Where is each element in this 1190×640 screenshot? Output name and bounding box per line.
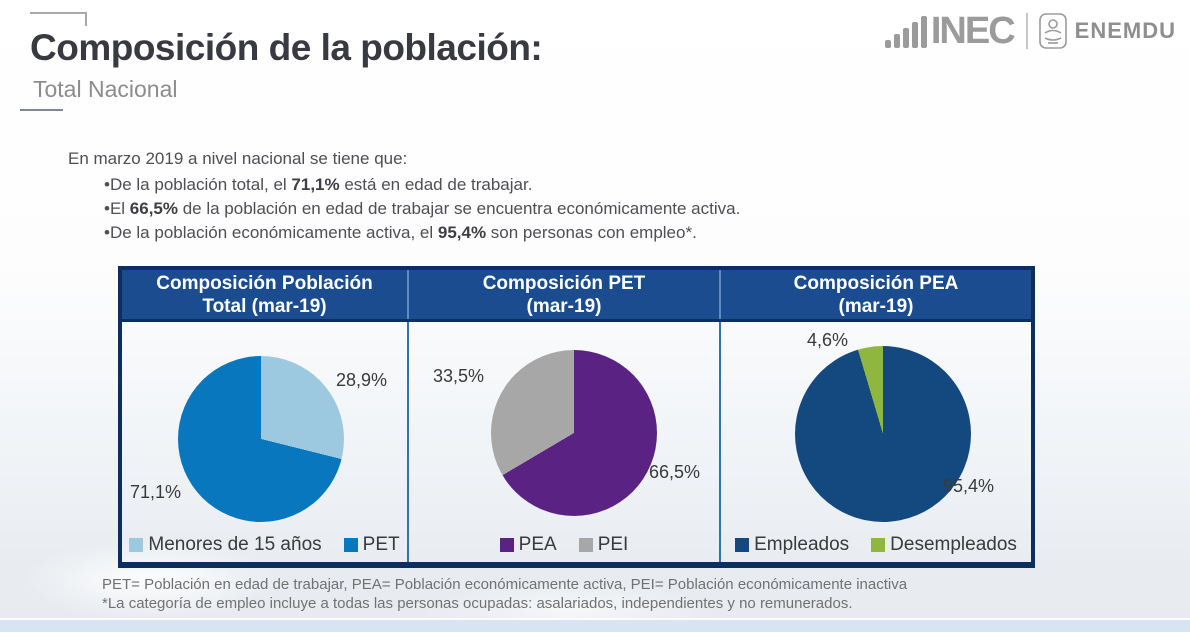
page-subtitle: Total Nacional [33, 76, 178, 102]
legend-item: PEI [578, 534, 628, 556]
bullet-item: •De la población total, el 71,1% está en… [104, 175, 533, 194]
bottom-band-decoration [0, 618, 1190, 632]
pie-cell-pea: 95,4% 4,6% Empleados Desempleados [719, 322, 1031, 562]
pie-chart-pea [795, 346, 971, 522]
table-header-poblacion-total: Composición Población Total (mar-19) [156, 272, 373, 317]
table-header-row: Composición Población Total (mar-19) Com… [122, 270, 1031, 322]
subtitle-underline-decoration [20, 109, 63, 111]
inec-logo-text: INEC [930, 10, 1016, 52]
bullet-list: •De la población total, el 71,1% está en… [104, 173, 740, 245]
charts-table: Composición Población Total (mar-19) Com… [118, 266, 1035, 568]
pie-label-pet: 71,1% [130, 482, 182, 502]
logo-separator [1025, 13, 1028, 49]
legend-swatch-menores [129, 538, 144, 552]
pie-chart-pet [491, 350, 657, 516]
legend-swatch-desempleados [871, 538, 886, 552]
pie-cell-poblacion-total: 28,9% 71,1% Menores de 15 años PET [122, 322, 407, 562]
table-header-pet: Composición PET (mar-19) [407, 270, 719, 319]
legend-item: Empleados [735, 534, 849, 556]
table-body-row: 28,9% 71,1% Menores de 15 años PET 66,5%… [122, 322, 1031, 562]
legend-swatch-pet [343, 538, 358, 552]
pie-label-empleados: 95,4% [943, 476, 995, 496]
enemdu-emblem-icon [1038, 12, 1068, 50]
enemdu-logo-text: ENEMDU [1074, 18, 1176, 43]
logo-row: INEC ENEMDU [884, 8, 1176, 54]
legend-swatch-pea [499, 538, 514, 552]
legend-item: Menores de 15 años [129, 534, 322, 556]
legend-swatch-pei [578, 538, 593, 552]
intro-text: En marzo 2019 a nivel nacional se tiene … [68, 149, 408, 168]
pie-label-menores: 28,9% [336, 370, 388, 390]
table-header-pea: Composición PEA (mar-19) [719, 270, 1031, 319]
bullet-item: •El 66,5% de la población en edad de tra… [104, 199, 741, 218]
legend-item: Desempleados [871, 534, 1017, 556]
legend-poblacion-total: Menores de 15 años PET [122, 534, 407, 556]
legend-item: PEA [499, 534, 557, 556]
legend-pea: Empleados Desempleados [721, 534, 1031, 556]
inec-bars-icon [884, 12, 927, 50]
pie-cell-pet: 66,5% 33,5% PEA PEI [407, 322, 719, 562]
corner-bracket-decoration [30, 12, 87, 26]
legend-item: PET [343, 534, 400, 556]
footnote-definitions: PET= Población en edad de trabajar, PEA=… [102, 576, 908, 593]
pie-label-desempleados: 4,6% [807, 330, 849, 350]
footnotes: PET= Población en edad de trabajar, PEA=… [102, 575, 907, 613]
pie-label-pei: 33,5% [433, 366, 485, 386]
legend-swatch-empleados [735, 538, 750, 552]
bullet-item: •De la población económicamente activa, … [104, 223, 697, 242]
footnote-employment-note: *La categoría de empleo incluye a todas … [102, 595, 853, 612]
pie-label-pea: 66,5% [649, 462, 701, 482]
pie-chart-poblacion-total [178, 356, 344, 522]
legend-pet: PEA PEI [409, 534, 719, 556]
page-title: Composición de la población: [30, 27, 543, 68]
